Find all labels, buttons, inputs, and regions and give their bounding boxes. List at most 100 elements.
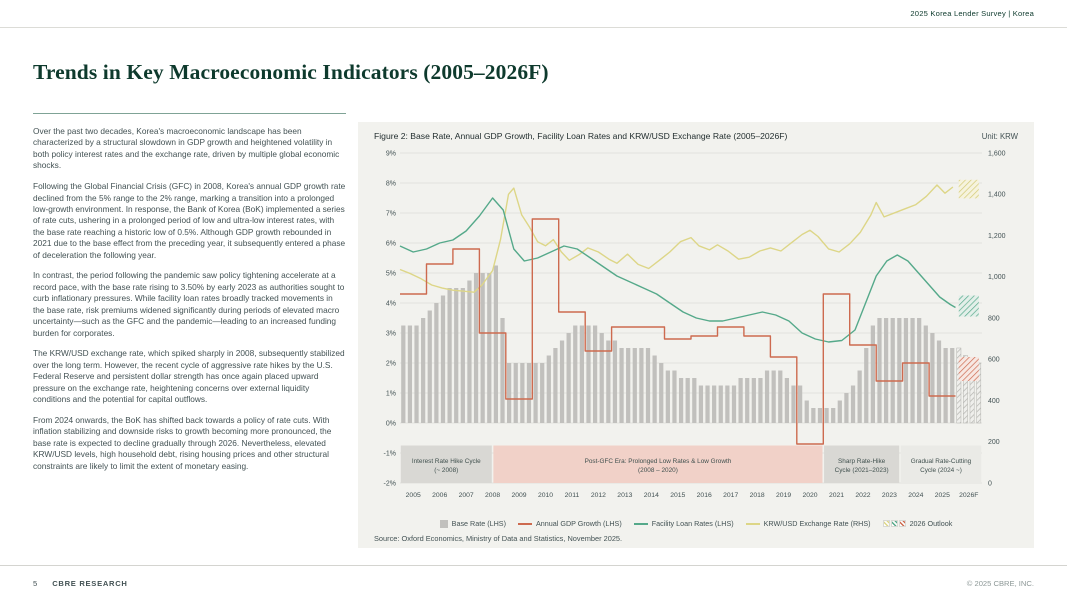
base-rate-bar xyxy=(672,370,677,423)
legend-label: Annual GDP Growth (LHS) xyxy=(535,519,622,528)
footer-copyright: © 2025 CBRE, INC. xyxy=(966,578,1034,588)
y-axis-label-left: 5% xyxy=(386,270,396,277)
x-axis-label: 2021 xyxy=(829,492,844,499)
y-axis-label-right: 1,200 xyxy=(988,233,1006,240)
base-rate-bar xyxy=(652,355,657,423)
y-axis-label-right: 400 xyxy=(988,398,1000,405)
krw-usd-line xyxy=(399,184,954,293)
x-axis-label: 2013 xyxy=(617,492,632,499)
legend-item: KRW/USD Exchange Rate (RHS) xyxy=(745,519,871,528)
base-rate-bar xyxy=(401,325,406,423)
gdp-outlook-hatch xyxy=(958,357,979,381)
x-axis-label: 2015 xyxy=(670,492,685,499)
base-rate-bar xyxy=(943,348,948,423)
y-axis-label-left: 1% xyxy=(386,390,396,397)
base-rate-bar xyxy=(731,385,737,423)
base-rate-bar xyxy=(460,288,465,423)
facility-outlook-hatch xyxy=(958,295,979,317)
base-rate-bar xyxy=(712,385,717,423)
base-rate-bar xyxy=(956,347,962,424)
annotation-band xyxy=(493,445,823,483)
page-footer: 5 CBRE RESEARCH © 2025 CBRE, INC. xyxy=(0,565,1067,600)
base-rate-bar xyxy=(963,355,968,424)
x-axis-label: 2012 xyxy=(591,492,606,499)
figure-header: Figure 2: Base Rate, Annual GDP Growth, … xyxy=(374,131,1018,141)
annotation-band xyxy=(824,445,900,483)
y-axis-label-left: 0% xyxy=(386,420,396,427)
base-rate-bar xyxy=(758,378,763,423)
base-rate-bar xyxy=(513,363,518,423)
annotation-label: Gradual Rate-Cutting xyxy=(911,458,972,465)
accent-rule xyxy=(33,113,346,114)
base-rate-bar xyxy=(778,370,783,423)
base-rate-bar xyxy=(678,378,684,423)
base-rate-bar xyxy=(533,363,538,423)
base-rate-bar xyxy=(487,273,492,423)
base-rate-bar xyxy=(632,348,637,423)
y-axis-label-left: -2% xyxy=(384,480,396,487)
body-paragraph: From 2024 onwards, the BoK has shifted b… xyxy=(33,414,332,471)
annotation-label: Post-GFC Era: Prolonged Low Rates & Low … xyxy=(585,458,732,465)
base-rate-bar xyxy=(850,385,856,423)
legend-hatch-swatch xyxy=(890,520,898,527)
base-rate-bar xyxy=(566,333,571,423)
x-axis-label: 2007 xyxy=(459,492,474,499)
y-axis-label-right: 1,000 xyxy=(988,274,1006,281)
base-rate-bar xyxy=(930,333,935,423)
annotation-label: Cycle (2021–2023) xyxy=(835,467,889,474)
x-axis-label: 2005 xyxy=(406,492,421,499)
base-rate-bar xyxy=(910,318,915,423)
annotation-label: (2008 – 2020) xyxy=(638,467,678,474)
paragraphs-container: Over the past two decades, Korea's macro… xyxy=(33,126,346,472)
base-rate-bar xyxy=(897,318,902,423)
x-axis-label: 2022 xyxy=(855,492,870,499)
x-axis-label: 2009 xyxy=(511,492,526,499)
base-rate-bar xyxy=(738,378,743,423)
footer-brand: CBRE RESEARCH xyxy=(52,578,128,588)
legend-label: 2026 Outlook xyxy=(909,519,953,528)
legend-line-swatch xyxy=(633,522,648,525)
y-axis-label-left: 9% xyxy=(386,150,396,157)
base-rate-bar xyxy=(586,325,591,423)
body-paragraph: The KRW/USD exchange rate, which spiked … xyxy=(33,348,345,405)
y-axis-label-left: 8% xyxy=(386,180,396,187)
base-rate-bar xyxy=(831,408,836,423)
base-rate-bar xyxy=(771,370,776,423)
page-title: Trends in Key Macroeconomic Indicators (… xyxy=(33,60,549,84)
legend-label: Facility Loan Rates (LHS) xyxy=(651,519,734,528)
base-rate-bar xyxy=(414,325,419,423)
page-header: 2025 Korea Lender Survey | Korea xyxy=(0,0,1067,28)
y-axis-label-right: 1,400 xyxy=(988,192,1006,199)
base-rate-bar xyxy=(936,340,942,423)
gdp-growth-line xyxy=(400,218,956,445)
legend-hatch-swatch xyxy=(882,520,890,527)
base-rate-bar xyxy=(659,363,664,423)
y-axis-label-left: 2% xyxy=(386,360,396,367)
base-rate-bar xyxy=(500,318,505,423)
base-rate-bar xyxy=(507,363,512,423)
y-axis-label-right: 600 xyxy=(988,357,1000,364)
base-rate-bar xyxy=(599,333,604,423)
x-axis-label: 2023 xyxy=(882,492,897,499)
base-rate-bar xyxy=(751,378,756,423)
base-rate-bar xyxy=(698,385,704,423)
base-rate-bar xyxy=(798,385,803,423)
base-rate-bar xyxy=(447,288,452,423)
y-axis-label-left: 4% xyxy=(386,300,396,307)
base-rate-bar xyxy=(520,363,525,423)
annotation-label: Interest Rate Hike Cycle xyxy=(412,458,481,465)
base-rate-bar xyxy=(864,348,869,423)
base-rate-bar xyxy=(824,408,829,423)
base-rate-bar xyxy=(811,408,816,423)
base-rate-bar xyxy=(427,310,432,423)
base-rate-bar xyxy=(705,385,710,423)
base-rate-bar xyxy=(579,325,584,423)
x-axis-label: 2025 xyxy=(935,492,950,499)
base-rate-bar xyxy=(454,288,459,423)
annotation-label: Cycle (2024 ~) xyxy=(920,467,962,474)
y-axis-label-left: 3% xyxy=(386,330,396,337)
base-rate-bar xyxy=(917,318,922,423)
x-axis-label: 2016 xyxy=(697,492,712,499)
body-paragraph: In contrast, the period following the pa… xyxy=(33,270,345,338)
base-rate-bar xyxy=(540,363,545,423)
